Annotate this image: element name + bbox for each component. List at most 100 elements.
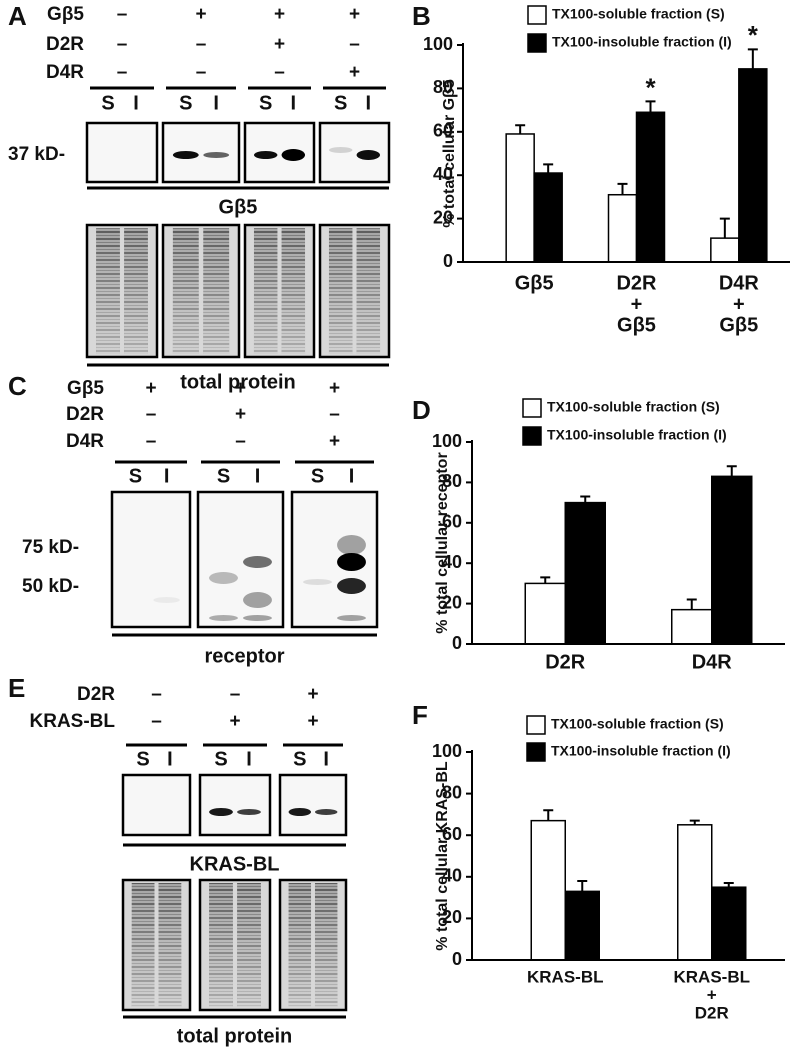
blot-band bbox=[153, 597, 180, 603]
protein-fade bbox=[203, 228, 230, 354]
blot-caption: receptor bbox=[204, 645, 284, 667]
panel-letter: A bbox=[8, 1, 27, 31]
bar bbox=[564, 890, 600, 961]
blot-band bbox=[337, 553, 366, 571]
legend-label: TX100-soluble fraction (S) bbox=[547, 399, 720, 415]
protein-fade bbox=[281, 228, 306, 354]
condition-sign: – bbox=[349, 34, 360, 55]
blot-box bbox=[318, 121, 391, 184]
condition-sign: – bbox=[151, 684, 162, 705]
error-bar bbox=[515, 124, 526, 134]
blot-caption: KRAS-BL bbox=[190, 853, 280, 875]
blot-band bbox=[356, 150, 381, 160]
condition-sign: + bbox=[329, 378, 340, 399]
blot-band bbox=[243, 592, 272, 608]
blot-caption: Gβ5 bbox=[219, 196, 258, 218]
error-bar bbox=[719, 217, 730, 239]
condition-sign: + bbox=[235, 404, 246, 425]
row-label: D2R bbox=[77, 684, 115, 705]
condition-sign: + bbox=[349, 62, 360, 83]
condition-sign: – bbox=[117, 62, 128, 83]
error-bar bbox=[645, 100, 656, 113]
x-tick-label: D4R bbox=[692, 651, 733, 673]
lane-label: S bbox=[259, 92, 272, 114]
y-axis-label: % total cellular KRAS-BL bbox=[434, 761, 451, 951]
error-bar bbox=[747, 48, 758, 69]
blot-band bbox=[209, 808, 233, 816]
legend-label: TX100-insoluble fraction (I) bbox=[551, 743, 731, 759]
condition-sign: + bbox=[274, 4, 285, 25]
bar bbox=[677, 824, 713, 961]
error-bar bbox=[543, 809, 554, 821]
condition-sign: + bbox=[349, 4, 360, 25]
bar bbox=[607, 193, 638, 263]
blot-box bbox=[290, 490, 379, 629]
protein-fade bbox=[288, 883, 312, 1007]
blot-box bbox=[161, 121, 241, 184]
condition-sign: – bbox=[230, 684, 241, 705]
lane-label: I bbox=[255, 465, 261, 487]
blot-band bbox=[253, 151, 278, 159]
condition-sign: + bbox=[229, 711, 240, 732]
y-tick-label: 60 bbox=[442, 824, 462, 844]
protein-fade bbox=[172, 228, 199, 354]
condition-sign: – bbox=[274, 62, 285, 83]
protein-fade bbox=[328, 228, 353, 354]
blot-band bbox=[243, 556, 272, 568]
legend-swatch bbox=[522, 398, 542, 418]
blot-caption: total protein bbox=[180, 371, 296, 393]
y-tick-label: 0 bbox=[452, 633, 462, 653]
condition-sign: + bbox=[329, 431, 340, 452]
blot-band bbox=[209, 615, 238, 621]
x-tick-label: Gβ5 bbox=[719, 314, 758, 336]
bar bbox=[524, 582, 566, 645]
condition-sign: + bbox=[307, 684, 318, 705]
row-label: Gβ5 bbox=[47, 4, 84, 25]
x-tick-label: D4R bbox=[719, 272, 760, 294]
blot-band bbox=[237, 809, 261, 815]
legend-label: TX100-insoluble fraction (I) bbox=[547, 427, 727, 443]
error-bar bbox=[723, 882, 734, 888]
blot-band bbox=[337, 535, 366, 555]
lane-label: S bbox=[217, 465, 230, 487]
lane-label: S bbox=[179, 92, 192, 114]
lane-label: S bbox=[311, 465, 324, 487]
blot-band bbox=[243, 615, 272, 621]
row-label: D4R bbox=[66, 431, 104, 452]
y-tick-label: 80 bbox=[442, 782, 462, 802]
blot-band bbox=[281, 149, 306, 161]
y-axis-label: % total cellular receptor bbox=[434, 452, 451, 633]
condition-sign: – bbox=[196, 62, 207, 83]
condition-sign: + bbox=[195, 4, 206, 25]
condition-sign: – bbox=[329, 404, 340, 425]
condition-sign: + bbox=[274, 34, 285, 55]
y-tick-label: 40 bbox=[442, 552, 462, 572]
y-tick-label: 100 bbox=[432, 431, 462, 451]
y-axis-label: % total cellular Gβ5 bbox=[441, 79, 458, 228]
condition-sign: – bbox=[196, 34, 207, 55]
x-tick-label: Gβ5 bbox=[617, 314, 656, 336]
legend-swatch bbox=[522, 426, 542, 446]
y-tick-label: 60 bbox=[433, 121, 453, 141]
lane-label: S bbox=[214, 748, 227, 770]
error-bar bbox=[577, 879, 588, 892]
blot-band bbox=[172, 151, 199, 159]
bar bbox=[505, 133, 535, 263]
error-bar bbox=[580, 495, 591, 503]
y-tick-label: 0 bbox=[452, 949, 462, 969]
x-tick-label: D2R bbox=[616, 272, 657, 294]
y-tick-label: 20 bbox=[442, 907, 462, 927]
x-tick-label: KRAS-BL bbox=[674, 967, 751, 986]
lane-label: I bbox=[213, 92, 219, 114]
blot-band bbox=[303, 579, 332, 585]
panel-letter: E bbox=[8, 673, 25, 703]
protein-fade bbox=[237, 883, 261, 1007]
legend-label: TX100-soluble fraction (S) bbox=[552, 6, 725, 22]
y-tick-label: 100 bbox=[423, 34, 453, 54]
panel-letter: F bbox=[412, 700, 428, 730]
lane-label: I bbox=[366, 92, 372, 114]
error-bar bbox=[543, 163, 554, 174]
